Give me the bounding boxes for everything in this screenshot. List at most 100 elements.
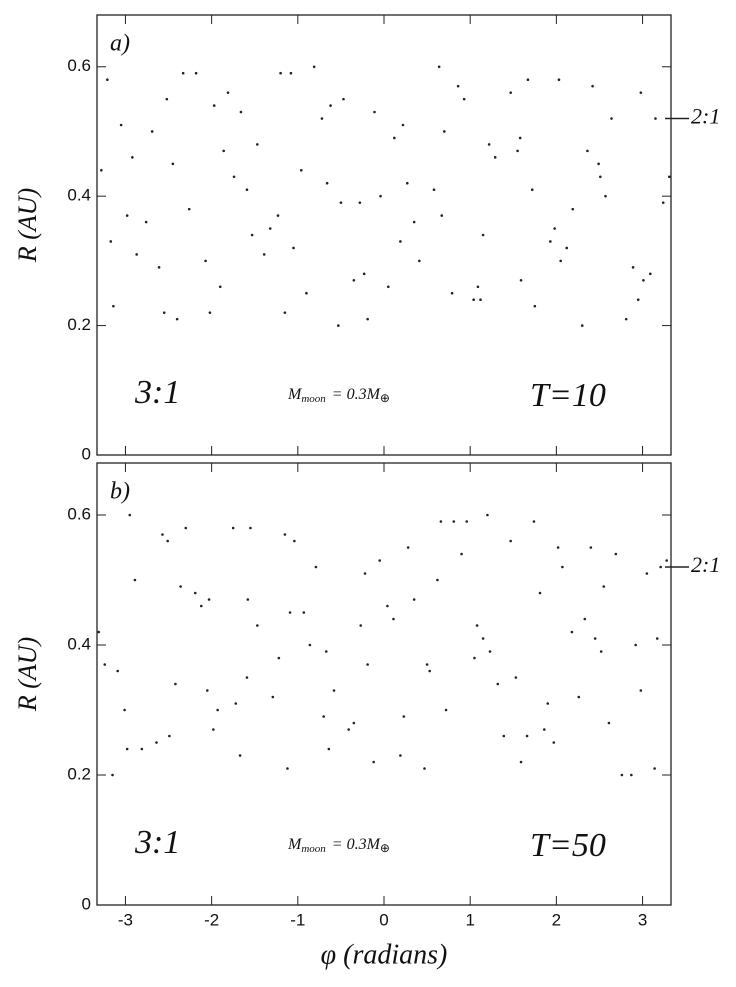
x-tick-label: -3 [118,910,133,929]
point [610,117,613,120]
point [493,156,497,159]
point [218,285,222,289]
x-tick-label: 3 [638,910,647,929]
point [125,214,129,217]
point [339,201,343,204]
point [337,324,340,327]
point [256,143,259,146]
mass-part: M [287,386,303,403]
point [184,526,188,530]
point [553,227,556,230]
point [452,520,456,523]
point [465,520,469,523]
point [591,84,594,88]
resonance-marker-label: 2:1 [691,104,720,129]
point [179,585,182,588]
point [379,194,382,198]
point [518,136,522,140]
point [509,91,512,94]
point [212,728,215,731]
point [597,162,600,166]
point [155,741,158,744]
point [405,181,409,185]
point [324,650,328,653]
y-tick-label: 0.6 [67,504,91,523]
point [487,143,491,146]
point [193,591,197,595]
mass-part: moon [301,843,326,855]
point [366,317,369,321]
y-tick-label: 0 [82,894,91,913]
point [393,136,396,140]
point [308,643,312,647]
point [250,233,254,237]
point [302,611,306,614]
point [631,266,635,269]
y-tick-label: 0.2 [67,764,91,783]
point [358,201,362,204]
point [667,175,671,179]
point [271,695,275,699]
point [289,71,293,75]
point [440,214,444,217]
point [234,702,238,705]
point [661,201,665,204]
mass-part: M [366,836,382,853]
point [131,156,134,159]
point [456,84,460,88]
point [599,650,603,653]
point [399,240,402,243]
x-axis-label: φ (radians) [321,939,448,970]
point [279,71,282,75]
point [386,604,389,608]
point [481,637,485,640]
point [486,513,489,517]
point [314,565,318,569]
point [232,175,236,179]
point [406,546,410,549]
point [171,162,175,166]
y-tick-label: 0.2 [67,315,91,334]
point [238,754,242,757]
point [639,91,643,94]
mass-label: Mmoon = 0.3M⊕ [287,836,390,855]
point [509,539,512,543]
point [123,708,126,712]
point [473,656,476,660]
point [607,721,611,725]
point [299,168,303,172]
point [207,598,211,601]
point [653,767,656,770]
point [119,123,123,127]
point [475,624,479,627]
mass-part: M [287,836,303,853]
point [580,324,584,327]
mass-label: Mmoon = 0.3M⊕ [287,386,390,405]
point [109,240,113,243]
point [526,78,530,82]
point [162,311,166,314]
point [533,304,537,308]
point [476,285,480,289]
point [530,188,534,192]
point [488,650,492,653]
point [231,526,235,530]
point [112,304,115,308]
point [208,311,212,314]
point [423,767,426,770]
point [352,721,356,725]
x-tick-label: 1 [465,910,474,929]
point [399,754,402,757]
y-tick-label: 0 [82,444,91,463]
point [589,546,593,549]
point [245,676,249,679]
point [481,233,485,237]
y-tick-label: 0.4 [67,634,91,653]
point [125,747,129,751]
point [654,117,657,120]
point [363,572,367,575]
point [418,259,421,263]
point [556,546,560,549]
point [392,617,395,621]
point [519,278,523,282]
